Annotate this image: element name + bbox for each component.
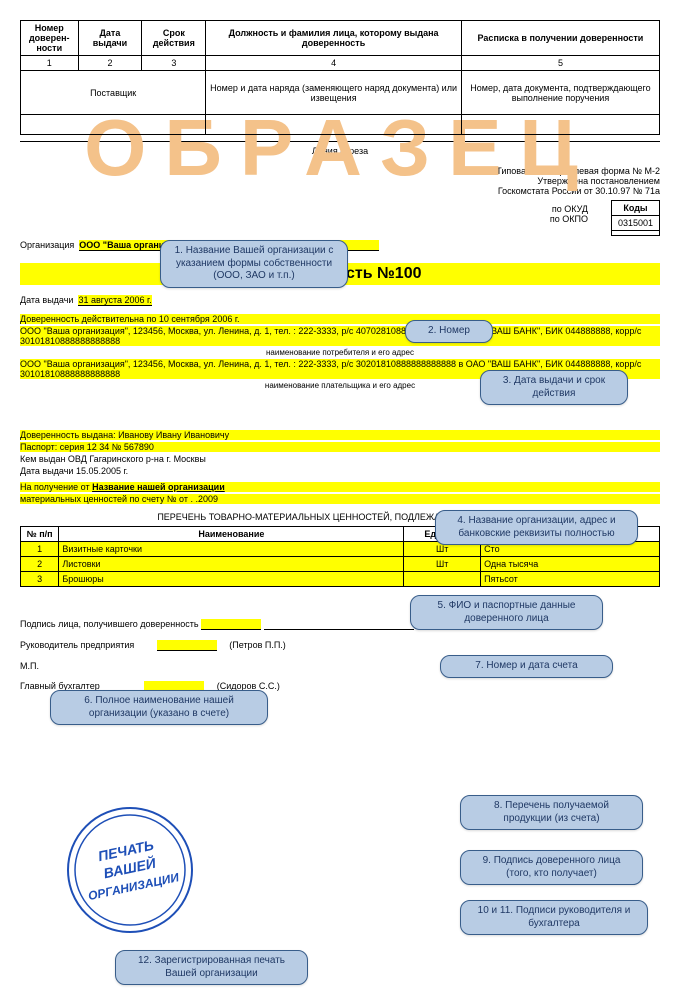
gr3-1: 3 (21, 572, 59, 587)
okpo-label: по ОКПО (20, 214, 588, 224)
top-header-table: Номер доверен- ности Дата выдачи Срок де… (20, 20, 660, 135)
blank-cell-2 (206, 115, 462, 135)
th-num: Номер доверен- ности (21, 21, 79, 56)
date-issue: 31 августа 2006 г. (78, 295, 151, 306)
okud-label: по ОКУД (20, 204, 588, 214)
okud-val: 0315001 (611, 216, 659, 231)
gt-h2: Наименование (59, 527, 404, 542)
supplier-cell: Поставщик (21, 71, 206, 115)
sig1-label: Подпись лица, получившего доверенность (20, 619, 199, 629)
gr1-1: 1 (21, 542, 59, 557)
org-label: Организация (20, 240, 74, 250)
sender-org: Название нашей организации (92, 482, 225, 492)
gr3-2: Брошюры (59, 572, 404, 587)
callout-12: 12. Зарегистрированная печать Вашей орга… (115, 950, 308, 985)
callout-4: 4. Название организации, адрес и банковс… (435, 510, 638, 545)
gr2-2: Листовки (59, 557, 404, 572)
callout-10: 10 и 11. Подписи руководителя и бухгалте… (460, 900, 648, 935)
callout-3: 3. Дата выдачи и срок действия (480, 370, 628, 405)
th-receipt: Расписка в получении доверенности (461, 21, 659, 56)
consumer: ООО "Ваша организация", 123456, Москва, … (20, 326, 660, 346)
callout-5: 5. ФИО и паспортные данные доверенного л… (410, 595, 603, 630)
passport: Паспорт: серия 12 34 № 567890 (20, 442, 660, 452)
th-date: Дата выдачи (78, 21, 142, 56)
th-term: Срок действия (142, 21, 206, 56)
callout-2: 2. Номер (405, 320, 493, 343)
cut-line: Линия отреза (20, 141, 660, 156)
goods-line: материальных ценностей по счету № от . .… (20, 494, 660, 504)
callout-7: 7. Номер и дата счета (440, 655, 613, 678)
blank-cell-1 (21, 115, 206, 135)
valid-until: Доверенность действительна по 10 сентябр… (20, 314, 660, 324)
gr3-4: Пятьсот (481, 572, 660, 587)
codes-title: Коды (611, 201, 659, 216)
num-4: 4 (206, 56, 462, 71)
form-head-3: Госкомстата России от 30.10.97 № 71а (308, 186, 660, 196)
confirm-cell: Номер, дата документа, подтверждающего в… (461, 71, 659, 115)
mgr-name: (Петров П.П.) (229, 640, 286, 650)
gr2-3: Шт (404, 557, 481, 572)
callout-6: 6. Полное наименование нашей организации… (50, 690, 268, 725)
num-5: 5 (461, 56, 659, 71)
th-person: Должность и фамилия лица, которому выдан… (206, 21, 462, 56)
blank-cell-3 (461, 115, 659, 135)
form-head-2: Утверждена постановлением (308, 176, 660, 186)
mgr-label: Руководитель предприятия (20, 640, 134, 650)
callout-9: 9. Подпись доверенного лица (того, кто п… (460, 850, 643, 885)
gr2-4: Одна тысяча (481, 557, 660, 572)
num-2: 2 (78, 56, 142, 71)
passport-date: Дата выдачи 15.05.2005 г. (20, 466, 660, 476)
receive-from-label: На получение от (20, 482, 90, 492)
order-cell: Номер и дата наряда (заменяющего наряд д… (206, 71, 462, 115)
num-1: 1 (21, 56, 79, 71)
stamp-icon: ПЕЧАТЬ ВАШЕЙ ОРГАНИЗАЦИИ (65, 805, 195, 935)
date-issue-label: Дата выдачи (20, 295, 73, 305)
okpo-val (611, 231, 659, 236)
callout-1: 1. Название Вашей организации с указание… (160, 240, 348, 288)
num-3: 3 (142, 56, 206, 71)
gt-h1: № п/п (21, 527, 59, 542)
callout-8: 8. Перечень получаемой продукции (из сче… (460, 795, 643, 830)
form-head-1: Типовая межотраслевая форма № М-2 (308, 166, 660, 176)
passport-by: Кем выдан ОВД Гагаринского р-на г. Москв… (20, 454, 660, 464)
gr2-1: 2 (21, 557, 59, 572)
issued-to: Доверенность выдана: Иванову Ивану Ивано… (20, 430, 660, 440)
gr1-2: Визитные карточки (59, 542, 404, 557)
consumer-caption: наименование потребителя и его адрес (20, 348, 660, 357)
gr3-3 (404, 572, 481, 587)
codes-table: Коды 0315001 (611, 200, 660, 236)
